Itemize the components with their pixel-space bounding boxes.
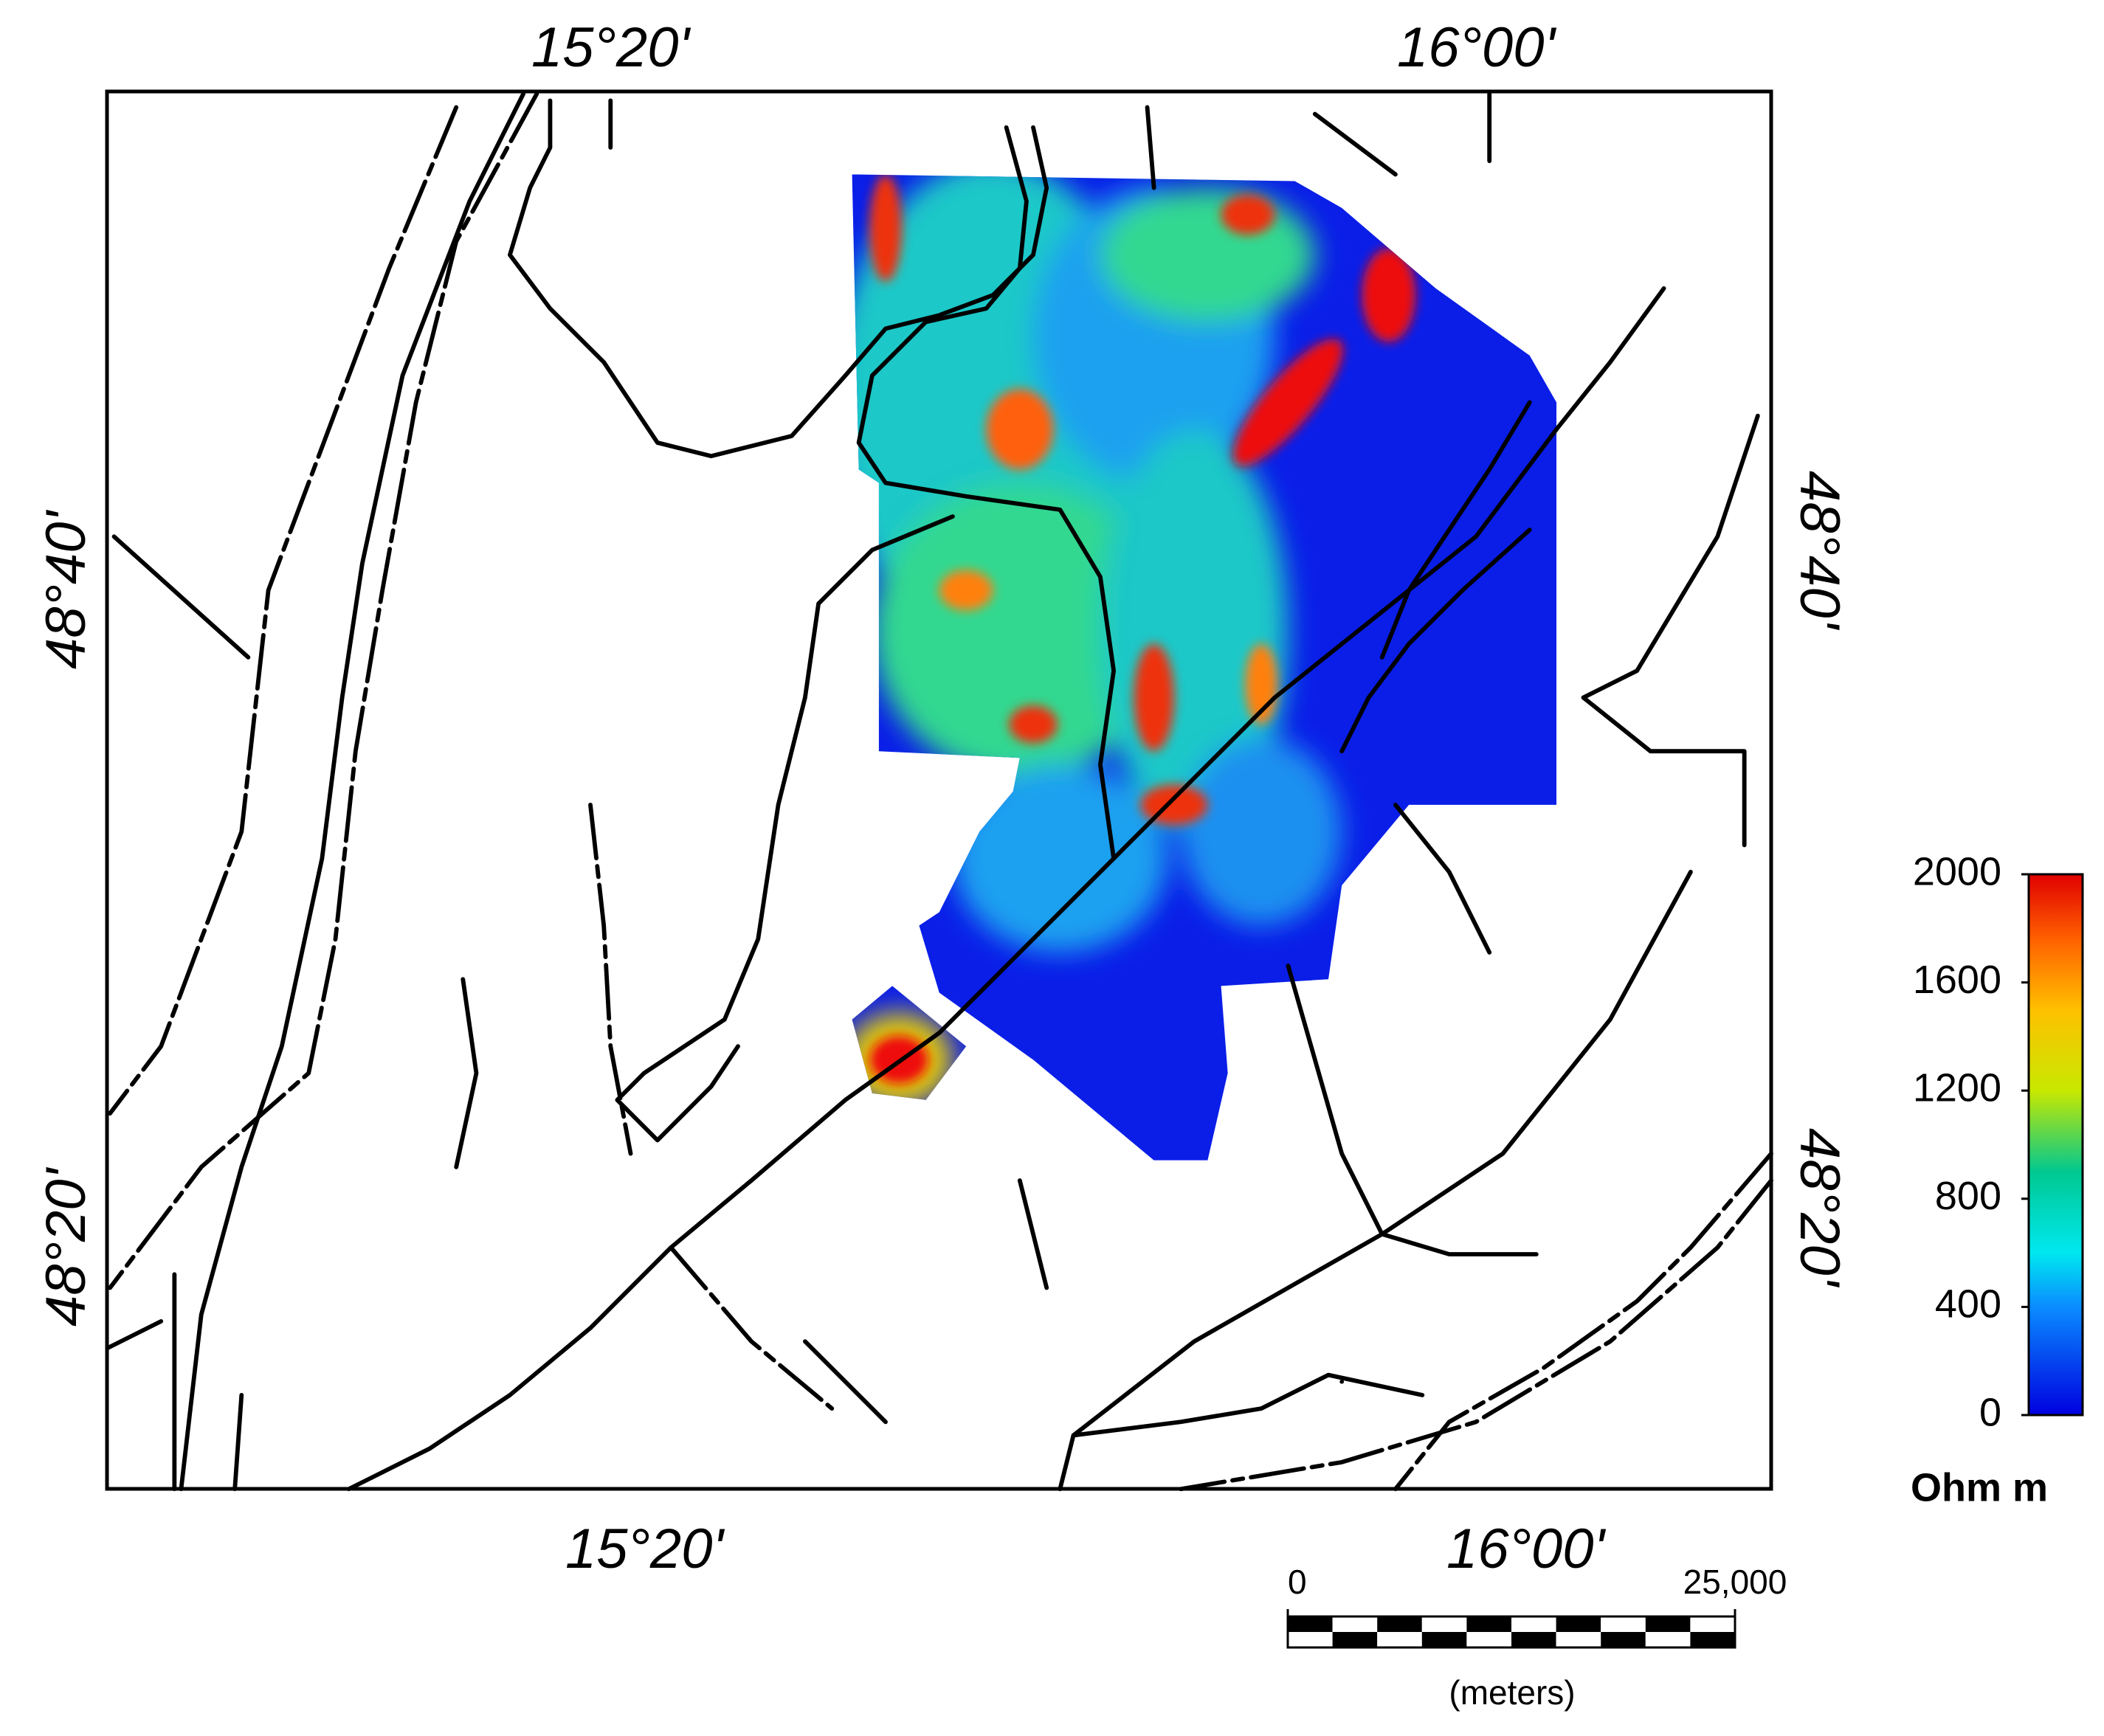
scale-segment	[1601, 1632, 1646, 1647]
scale-segment	[1511, 1616, 1556, 1632]
bottom-coord-label: 15°20'	[565, 1518, 725, 1580]
scale-segment	[1421, 1616, 1467, 1632]
scale-segment	[1288, 1632, 1333, 1647]
scale-segment	[1645, 1616, 1691, 1632]
top-coord-label: 15°20'	[531, 16, 691, 79]
map-frame	[105, 89, 1773, 1491]
scale-segment	[1601, 1616, 1646, 1632]
resistivity-grid	[852, 174, 1557, 1161]
right-coord-label: 48°20'	[1788, 1128, 1851, 1287]
scale-segment	[1690, 1632, 1735, 1647]
scale-segment	[1466, 1632, 1511, 1647]
scale-segment	[1332, 1632, 1378, 1647]
scale-segment	[1377, 1632, 1422, 1647]
scale-segment	[1690, 1616, 1735, 1632]
scale-segment	[1332, 1616, 1378, 1632]
scale-segment	[1645, 1632, 1691, 1647]
faults	[105, 91, 1773, 1492]
scale-unit: (meters)	[1449, 1673, 1575, 1712]
scale-segment	[1377, 1616, 1422, 1632]
colorbar-tick-label: 1200	[1913, 1065, 2001, 1110]
colorbar-tick-label: 0	[1979, 1390, 2001, 1434]
scale-segment	[1511, 1632, 1556, 1647]
colorbar	[2027, 873, 2084, 1417]
scale-segment	[1556, 1632, 1601, 1647]
scale-segment	[1466, 1616, 1511, 1632]
colorbar-tick-label: 2000	[1913, 849, 2001, 893]
scale-segment	[1288, 1616, 1333, 1632]
left-coord-label: 48°40'	[35, 510, 97, 669]
bottom-coord-label: 16°00'	[1446, 1518, 1606, 1580]
top-coord-label: 16°00'	[1397, 16, 1556, 79]
right-coord-label: 48°40'	[1788, 471, 1851, 630]
scale-tick-label: 25,000	[1683, 1563, 1787, 1601]
colorbar-label: Ohm m	[1911, 1465, 2048, 1510]
scale-tick-label: 0	[1288, 1563, 1307, 1601]
map-area	[105, 91, 1773, 1492]
scale-segment	[1556, 1616, 1601, 1632]
scale-outline	[1286, 1615, 1736, 1649]
colorbar-tick-label: 400	[1935, 1282, 2001, 1327]
scale-segment	[1421, 1632, 1467, 1647]
colorbar-tick-label: 800	[1935, 1174, 2001, 1218]
colorbar-tick-label: 1600	[1913, 958, 2001, 1002]
left-coord-label: 48°20'	[35, 1167, 97, 1327]
